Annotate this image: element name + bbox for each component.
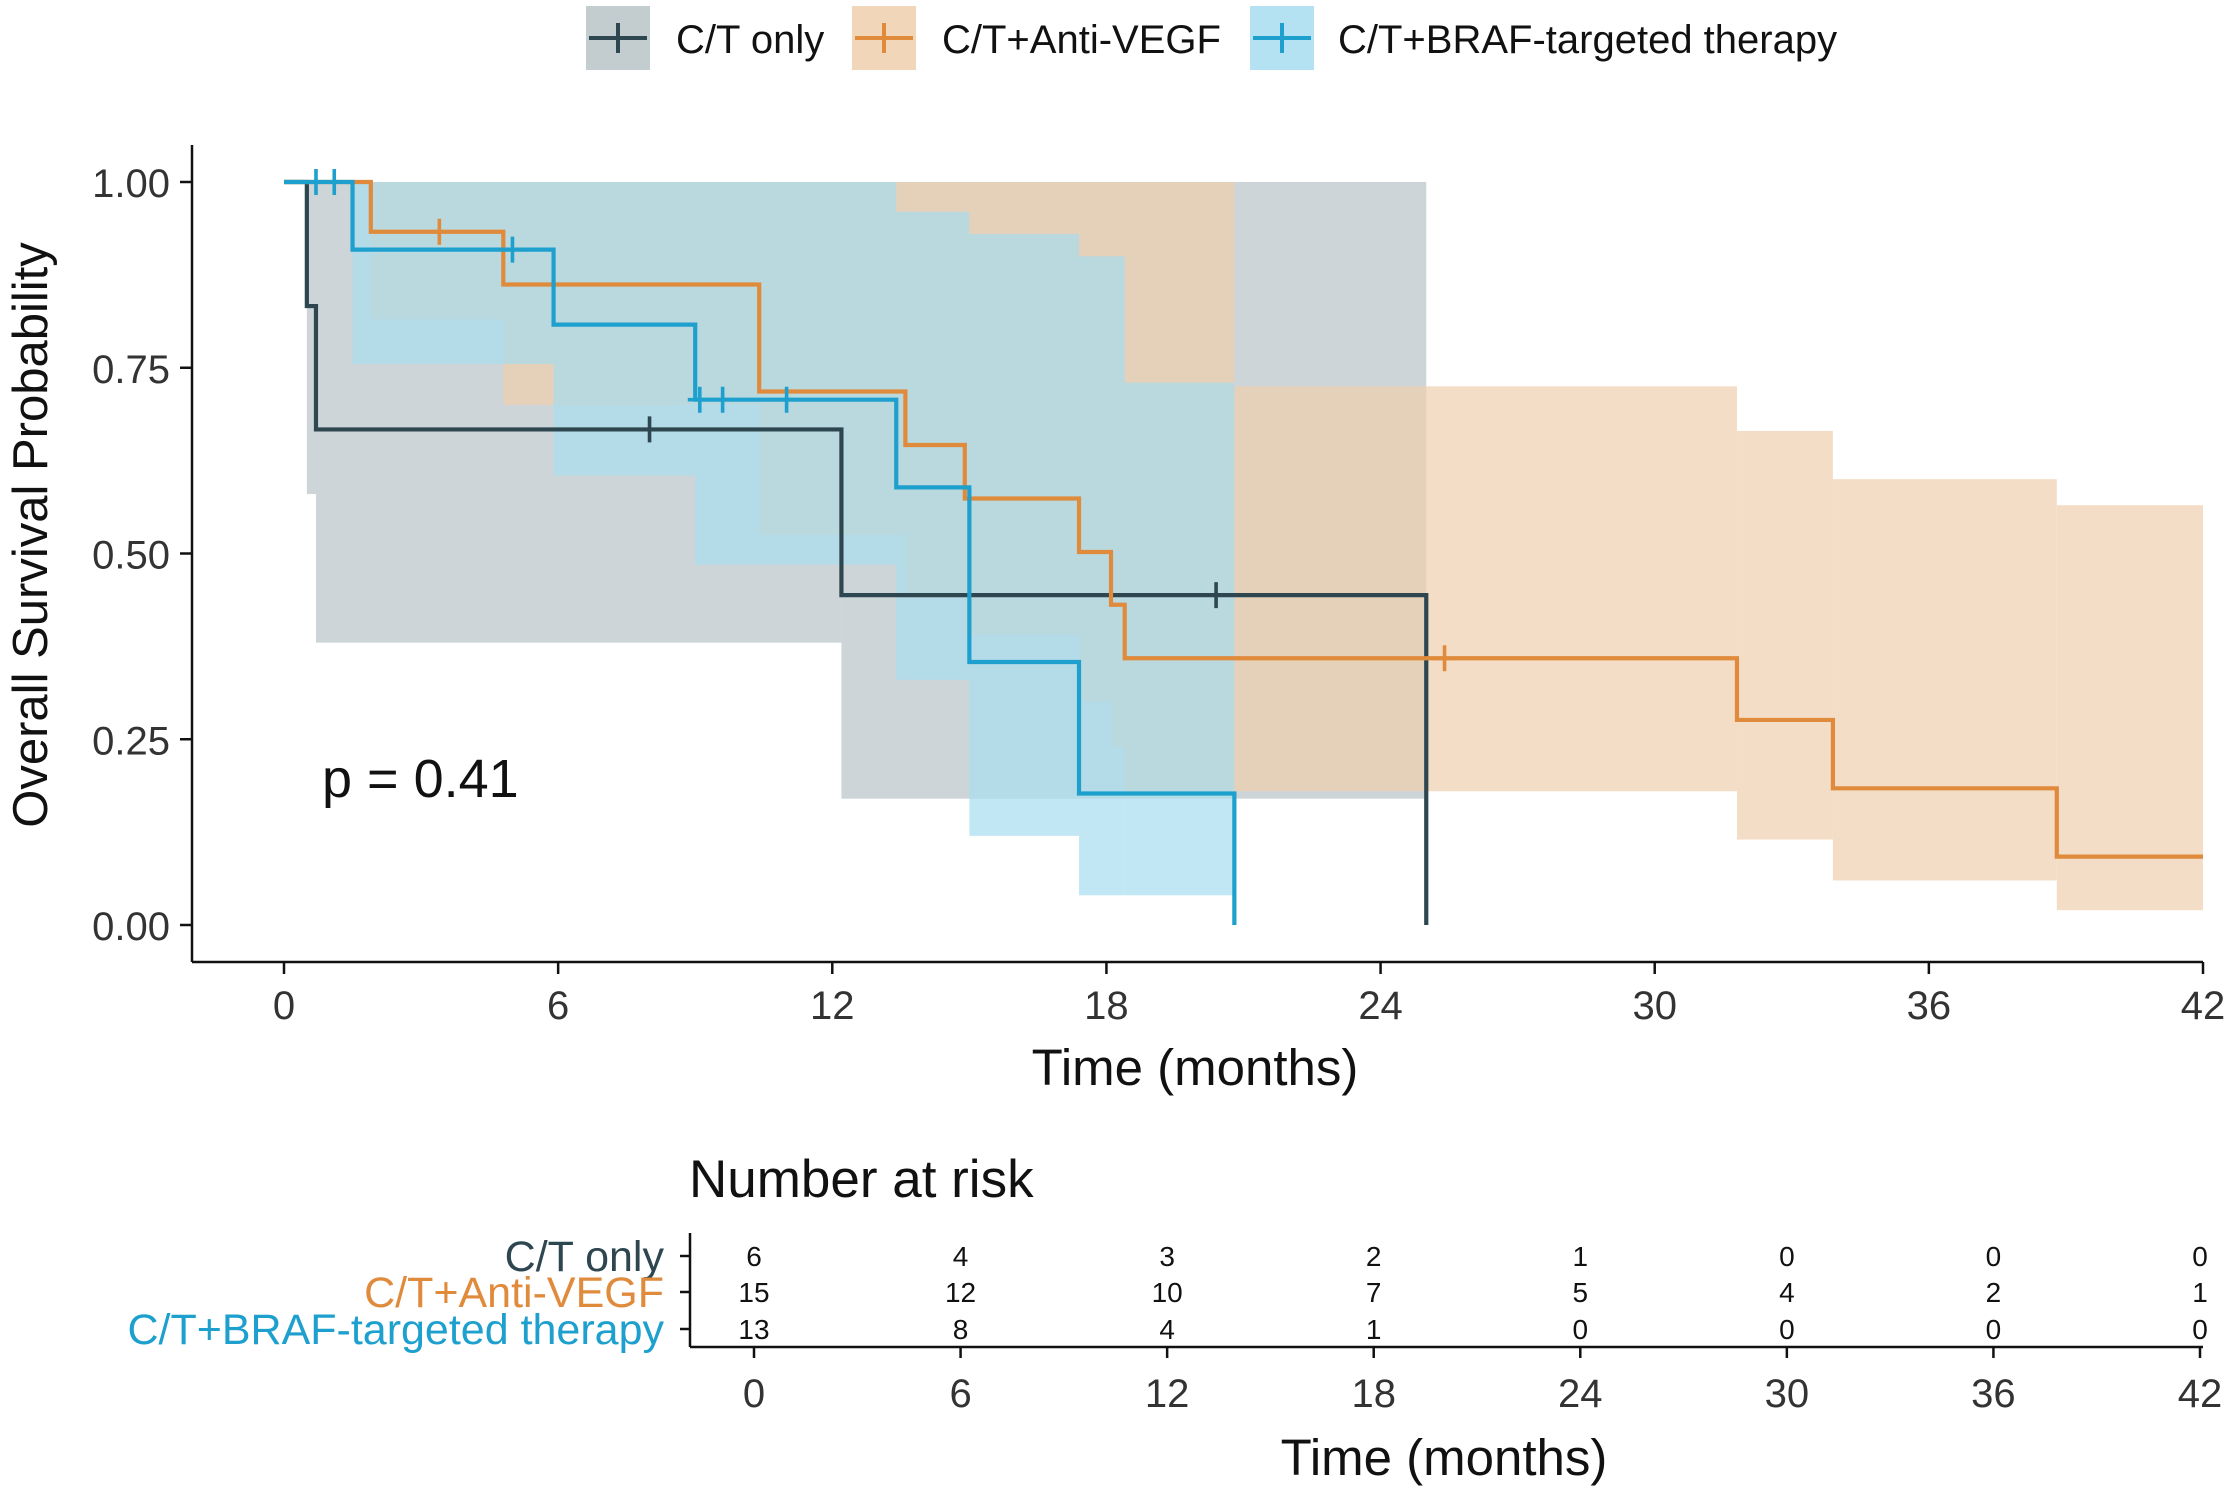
risk-cell-c-t-braf-targeted-therapy-1: 8 [953,1314,969,1345]
legend-item-c-t-only: C/T only [586,6,824,70]
y-tick-label-1: 0.25 [92,719,170,763]
risk-cell-c-t-braf-targeted-therapy-3: 1 [1366,1314,1382,1345]
censor-mark-c-t-braf-targeted-therapy-3 [687,386,712,413]
ci-band-c-t-anti-vegf-12 [2056,505,2203,911]
x-tick-label-2: 12 [810,984,855,1028]
censor-marks [303,169,1457,672]
risk-cell-c-t-braf-targeted-therapy-6: 0 [1986,1314,2002,1345]
ci-band-c-t-anti-vegf-11 [1832,479,2057,881]
risk-cell-c-t-anti-vegf-1: 12 [945,1277,976,1308]
legend-item-c-t-braf-targeted-therapy: C/T+BRAF-targeted therapy [1250,6,1837,70]
risk-cell-c-t-anti-vegf-6: 2 [1986,1277,2002,1308]
confidence-bands [306,182,2203,911]
ci-band-c-t-anti-vegf-10 [1736,430,1833,840]
x-tick-label-6: 36 [1907,984,1952,1028]
censor-mark-c-t-anti-vegf-0 [427,218,452,245]
ci-band-c-t-braf-targeted-therapy-3 [695,182,897,565]
risk-cell-c-t-anti-vegf-3: 7 [1366,1277,1382,1308]
censor-mark-c-t-only-0 [637,416,662,443]
risk-cell-c-t-only-6: 0 [1986,1241,2002,1272]
legend-label-c-t-only: C/T only [676,18,824,62]
risk-row-label-c-t-only: C/T only [505,1233,665,1281]
x-tick-label-1: 6 [547,984,569,1028]
x-tick-label-4: 24 [1358,984,1403,1028]
risk-cell-c-t-anti-vegf-0: 15 [738,1277,769,1308]
risk-cell-c-t-anti-vegf-4: 5 [1572,1277,1588,1308]
risk-cell-c-t-only-4: 1 [1572,1241,1588,1272]
p-value-annotation: p = 0.41 [322,749,519,809]
censor-mark-c-t-braf-targeted-therapy-4 [710,386,735,413]
risk-cell-c-t-braf-targeted-therapy-4: 0 [1572,1314,1588,1345]
legend-key-c-t-only [589,23,647,53]
censor-mark-c-t-braf-targeted-therapy-5 [774,386,799,413]
km-curve-c-t-only [284,179,1429,925]
x-axis-label: Time (months) [1032,1039,1359,1096]
risk-cell-c-t-braf-targeted-therapy-5: 0 [1779,1314,1795,1345]
risk-cell-c-t-anti-vegf-7: 1 [2192,1277,2208,1308]
risk-row-label-c-t-anti-vegf: C/T+Anti-VEGF [364,1269,664,1317]
x-tick-label-0: 0 [273,984,295,1028]
risk-cell-c-t-only-1: 4 [953,1241,969,1272]
x-tick-label-3: 18 [1084,984,1129,1028]
y-tick-label-2: 0.50 [92,534,170,578]
risk-cell-c-t-braf-targeted-therapy-0: 13 [738,1314,769,1345]
legend-item-c-t-anti-vegf: C/T+Anti-VEGF [852,6,1221,70]
survival-curves [284,179,2203,925]
risk-cells: 6 4 3 2 1 0 0 015 12 10 7 5 4 2 113 8 4 1 0 0 0 0 [738,1241,2207,1345]
risk-cell-c-t-only-3: 2 [1366,1241,1382,1272]
risk-x-tick-label-4: 24 [1558,1372,1603,1416]
legend-label-c-t-anti-vegf: C/T+Anti-VEGF [942,18,1221,62]
plot-axes: 0.00 0.25 0.50 0.75 1.00 0 6 12 18 24 30 36 42 [92,145,2225,1028]
risk-cell-c-t-braf-targeted-therapy-2: 4 [1159,1314,1175,1345]
risk-x-tick-label-5: 30 [1765,1372,1810,1416]
km-plot: 0.00 0.25 0.50 0.75 1.00 0 6 12 18 24 30 36 42 [92,145,2225,1028]
risk-cell-c-t-only-2: 3 [1159,1241,1175,1272]
censor-mark-c-t-only-1 [1204,582,1229,609]
ci-band-c-t-braf-targeted-therapy-7 [1124,382,1235,896]
legend-key-c-t-braf-targeted-therapy [1253,23,1311,53]
risk-row-label-c-t-braf-targeted-therapy: C/T+BRAF-targeted therapy [127,1306,664,1354]
y-tick-label-0: 0.00 [92,905,170,949]
ci-band-c-t-braf-targeted-therapy-2 [553,182,696,476]
ci-band-c-t-braf-targeted-therapy-5 [969,234,1080,836]
censor-mark-c-t-braf-targeted-therapy-1 [322,169,347,195]
risk-table-title: Number at risk [689,1150,1034,1209]
legend: C/T only C/T+Anti-VEGF C/T+BRAF-targeted t… [586,6,1837,70]
ci-band-c-t-only-1 [306,182,316,495]
risk-axes: 0 6 12 18 24 30 36 42 [680,1233,2222,1416]
ci-band-c-t-anti-vegf-9 [1234,386,1737,792]
ci-band-c-t-braf-targeted-therapy-6 [1079,256,1125,896]
km-curve-c-t-braf-targeted-therapy [284,179,1237,925]
risk-cell-c-t-only-5: 0 [1779,1241,1795,1272]
risk-x-axis-label: Time (months) [1281,1429,1608,1486]
x-tick-label-7: 42 [2181,984,2226,1028]
legend-label-c-t-braf-targeted-therapy: C/T+BRAF-targeted therapy [1338,18,1837,62]
risk-x-tick-label-2: 12 [1145,1372,1190,1416]
x-tick-label-5: 30 [1632,984,1677,1028]
y-tick-label-3: 0.75 [92,348,170,392]
km-curve-c-t-anti-vegf [284,179,2203,859]
y-axis-label: Overall Survival Probability [4,242,58,828]
risk-x-tick-label-3: 18 [1351,1372,1396,1416]
risk-x-tick-label-0: 0 [743,1372,765,1416]
censor-mark-c-t-anti-vegf-1 [1432,645,1457,672]
ci-band-c-t-braf-targeted-therapy-1 [352,182,554,365]
y-tick-label-4: 1.00 [92,162,170,206]
risk-x-tick-label-1: 6 [949,1372,971,1416]
legend-key-c-t-anti-vegf [855,23,913,53]
risk-cell-c-t-anti-vegf-2: 10 [1152,1277,1183,1308]
risk-x-tick-label-7: 42 [2178,1372,2223,1416]
censor-mark-c-t-braf-targeted-therapy-2 [500,236,525,263]
risk-cell-c-t-braf-targeted-therapy-7: 0 [2192,1314,2208,1345]
risk-cell-c-t-anti-vegf-5: 4 [1779,1277,1795,1308]
risk-cell-c-t-only-7: 0 [2192,1241,2208,1272]
risk-table: Number at risk C/T onlyC/T+Anti-VEGFC/T+… [127,1150,2222,1486]
risk-x-tick-label-6: 36 [1971,1372,2016,1416]
risk-cell-c-t-only-0: 6 [746,1241,762,1272]
